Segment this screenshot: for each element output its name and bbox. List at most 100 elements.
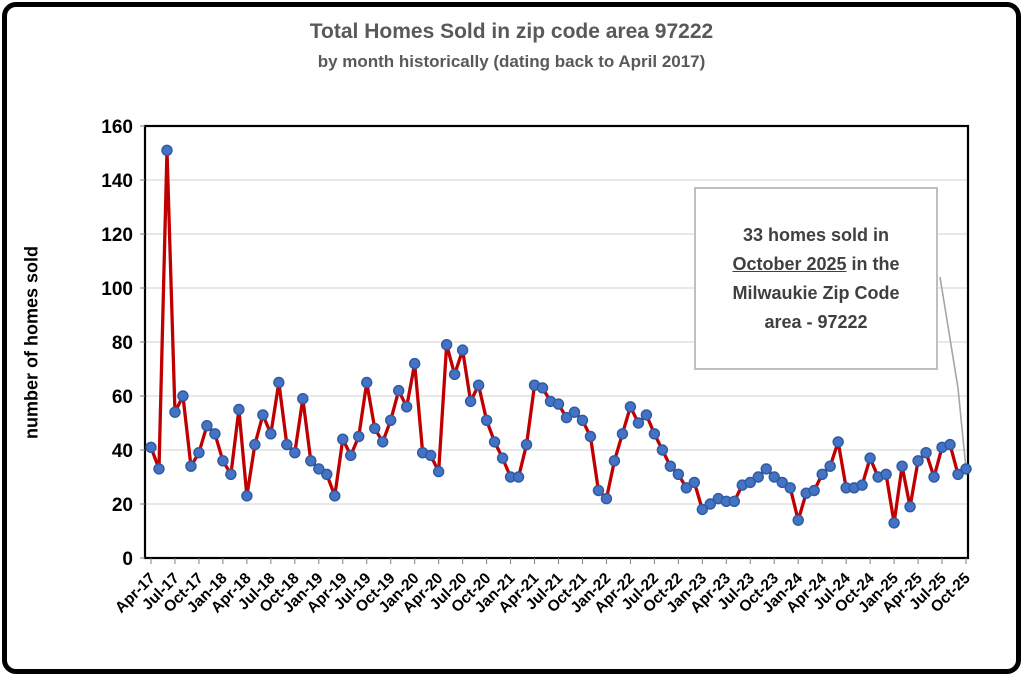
data-point-marker	[273, 376, 285, 389]
data-point-marker	[305, 455, 317, 467]
data-point-marker	[265, 428, 277, 440]
data-point-marker	[337, 433, 349, 445]
annotation-underlined-date: October 2025	[732, 253, 847, 274]
data-point-marker	[656, 444, 669, 456]
data-point-marker	[321, 468, 333, 480]
data-point-marker	[153, 463, 165, 475]
data-point-marker	[752, 471, 764, 483]
data-point-marker	[472, 379, 485, 391]
data-point-marker	[145, 441, 157, 453]
data-point-marker	[944, 438, 956, 451]
y-tick-label: 60	[112, 387, 133, 408]
data-point-marker	[576, 414, 589, 426]
data-point-marker	[928, 471, 940, 483]
data-point-marker	[792, 514, 804, 526]
data-point-marker	[345, 449, 357, 462]
data-point-marker	[672, 468, 685, 480]
data-point-marker	[201, 420, 213, 432]
data-point-marker	[233, 403, 245, 416]
data-point-marker	[193, 447, 205, 459]
data-point-marker	[776, 476, 788, 489]
data-point-marker	[680, 482, 693, 494]
data-point-marker	[808, 484, 820, 497]
data-point-marker	[249, 438, 261, 451]
data-point-marker	[856, 479, 868, 491]
data-point-marker	[888, 517, 900, 529]
data-point-marker	[536, 382, 549, 394]
data-point-marker	[688, 476, 701, 489]
data-point-marker	[600, 492, 613, 505]
y-tick-label: 140	[101, 171, 133, 192]
data-point-marker	[864, 452, 876, 464]
data-point-marker	[744, 476, 756, 489]
data-point-marker	[161, 144, 173, 157]
data-point-marker	[760, 463, 772, 475]
annotation-line-4: area - 97222	[764, 311, 868, 332]
data-point-marker	[664, 460, 677, 472]
data-point-marker	[353, 430, 365, 443]
data-point-marker	[648, 428, 661, 440]
data-point-marker	[392, 384, 405, 397]
data-point-marker	[440, 339, 453, 351]
data-point-marker	[824, 460, 836, 472]
data-point-marker	[584, 430, 597, 443]
data-point-marker	[560, 411, 573, 424]
data-point-marker	[209, 428, 221, 440]
data-point-marker	[432, 465, 445, 478]
data-point-marker	[624, 401, 637, 413]
data-point-marker	[552, 398, 565, 410]
data-point-marker	[592, 484, 605, 497]
data-point-marker	[832, 436, 844, 448]
data-point-marker	[241, 490, 253, 502]
annotation-leader-line	[939, 276, 967, 469]
data-point-marker	[281, 438, 293, 451]
data-point-marker	[385, 414, 397, 426]
data-point-marker	[696, 503, 709, 516]
y-tick-label: 40	[112, 441, 133, 462]
y-tick-label: 100	[101, 279, 133, 300]
data-point-marker	[728, 495, 740, 507]
data-point-marker	[297, 393, 309, 405]
data-point-marker	[329, 490, 341, 502]
data-point-marker	[904, 501, 916, 513]
annotation-line-1: 33 homes sold in	[742, 224, 890, 245]
data-point-marker	[177, 390, 189, 402]
data-point-marker	[480, 414, 493, 426]
data-point-marker	[377, 436, 389, 448]
data-point-marker	[784, 482, 796, 494]
annotation-callout: 33 homes sold in October 2025 in the Mil…	[694, 187, 938, 370]
data-point-marker	[400, 401, 413, 413]
data-point-marker	[920, 447, 932, 459]
data-point-marker	[568, 406, 581, 418]
data-point-marker	[225, 468, 237, 480]
annotation-line-2: October 2025 in the	[732, 253, 900, 274]
data-point-marker	[448, 368, 461, 381]
y-tick-label: 0	[122, 549, 133, 570]
chart-subtitle: by month historically (dating back to Ap…	[317, 52, 706, 71]
data-point-marker	[952, 468, 964, 480]
data-point-marker	[960, 463, 972, 475]
data-point-marker	[361, 376, 373, 389]
data-point-marker	[880, 468, 892, 480]
data-point-marker	[512, 471, 525, 483]
data-point-marker	[816, 468, 828, 480]
data-point-marker	[488, 436, 501, 448]
data-point-marker	[896, 460, 908, 472]
data-point-marker	[217, 455, 229, 467]
data-point-marker	[289, 447, 301, 459]
y-tick-label: 120	[101, 225, 133, 246]
data-point-marker	[496, 452, 509, 464]
y-tick-label: 20	[112, 495, 133, 516]
y-tick-label: 160	[101, 117, 133, 138]
data-point-marker	[185, 460, 197, 472]
data-point-marker	[912, 455, 924, 467]
data-point-marker	[704, 498, 717, 510]
data-point-marker	[456, 344, 469, 356]
chart-title: Total Homes Sold in zip code area 97222	[309, 20, 714, 43]
data-point-marker	[257, 409, 269, 421]
data-point-marker	[616, 428, 629, 440]
data-point-marker	[408, 357, 421, 370]
data-point-marker	[520, 438, 533, 451]
